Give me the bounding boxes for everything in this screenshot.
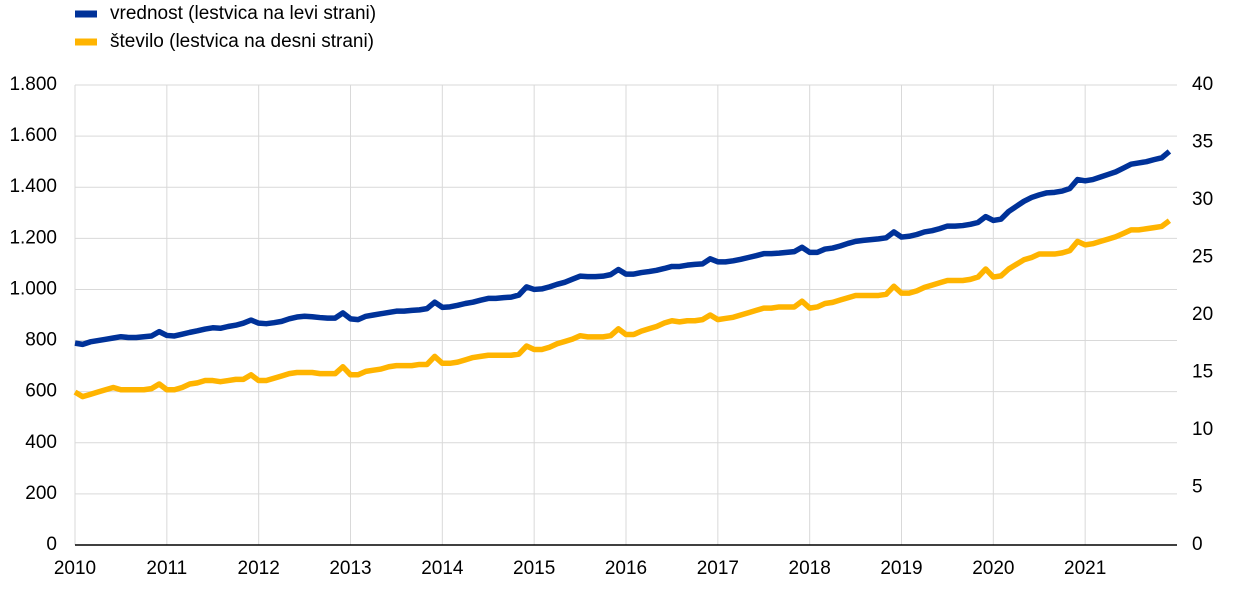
x-tick-label: 2019: [880, 558, 922, 579]
y-tick-label: 800: [25, 330, 57, 351]
x-tick-label: 2020: [972, 558, 1014, 579]
x-tick-label: 2012: [238, 558, 280, 579]
legend-label: število (lestvica na desni strani): [110, 31, 374, 52]
y2-tick-label: 35: [1192, 132, 1213, 153]
x-tick-label: 2018: [789, 558, 831, 579]
y2-tick-label: 0: [1192, 534, 1203, 555]
y-tick-label: 1.800: [9, 74, 57, 95]
x-tick-label: 2015: [513, 558, 555, 579]
y2-tick-label: 5: [1192, 477, 1203, 498]
series-line: [73, 218, 1172, 400]
y-tick-label: 400: [25, 432, 57, 453]
x-tick-label: 2016: [605, 558, 647, 579]
x-tick-label: 2014: [421, 558, 464, 579]
x-tick-label: 2010: [54, 558, 96, 579]
y-tick-label: 1.000: [9, 278, 57, 299]
y-tick-label: 0: [46, 534, 57, 555]
y-tick-label: 1.200: [9, 227, 57, 248]
y2-tick-label: 40: [1192, 74, 1213, 95]
y2-tick-label: 10: [1192, 419, 1213, 440]
y2-tick-label: 30: [1192, 189, 1213, 210]
x-tick-label: 2011: [146, 558, 187, 579]
y-tick-label: 1.600: [9, 125, 57, 146]
y-tick-label: 1.400: [9, 176, 57, 197]
y-tick-label: 600: [25, 381, 57, 402]
y2-tick-label: 25: [1192, 247, 1213, 268]
series-line: [74, 149, 1172, 348]
x-tick-label: 2017: [697, 558, 739, 579]
y-tick-label: 200: [25, 483, 57, 504]
y2-tick-label: 20: [1192, 304, 1213, 325]
y2-tick-label: 15: [1192, 362, 1213, 383]
legend-label: vrednost (lestvica na levi strani): [110, 3, 376, 24]
x-tick-label: 2013: [329, 558, 371, 579]
x-tick-label: 2021: [1064, 558, 1106, 579]
